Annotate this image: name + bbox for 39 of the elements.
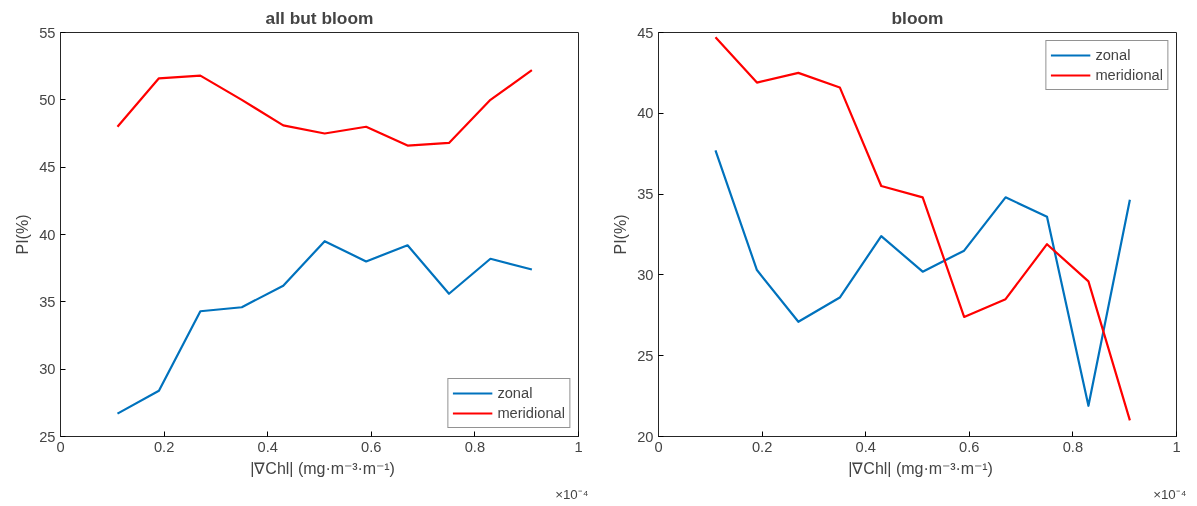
y-tick-label: 35 <box>637 186 654 203</box>
line-series <box>714 149 1131 407</box>
y-tick-label: 30 <box>39 361 56 378</box>
y-axis-title: PI(%) <box>612 214 630 255</box>
line-series <box>116 69 533 147</box>
x-tick-label: 0 <box>56 438 65 455</box>
x-tick-label: 0.4 <box>257 438 278 455</box>
y-tick-label: 40 <box>39 226 56 243</box>
y-tick-label: 40 <box>637 105 654 122</box>
chart-title: all but bloom <box>265 7 374 28</box>
y-tick-label: 30 <box>637 266 654 283</box>
y-tick-label: 25 <box>39 428 56 445</box>
y-tick-label: 50 <box>39 91 56 108</box>
legend-label: meridional <box>497 405 565 421</box>
y-tick-label: 35 <box>39 293 56 310</box>
x-axis-title: |∇Chl| (mg·m⁻³·m⁻¹) <box>848 459 993 477</box>
y-tick-label: 45 <box>637 24 654 41</box>
legend-label: meridional <box>1095 67 1163 83</box>
x-tick-label: 0.8 <box>464 438 486 455</box>
x-tick-label: 0.2 <box>751 438 773 455</box>
x-axis-title: |∇Chl| (mg·m⁻³·m⁻¹) <box>250 459 395 477</box>
text: ×10⁻⁴ <box>1153 486 1187 502</box>
y-tick-label: 25 <box>637 347 654 364</box>
legend-label: zonal <box>497 385 533 401</box>
y-tick-label: 45 <box>39 159 56 176</box>
legend-label: zonal <box>1095 47 1131 63</box>
x-tick-label: 0.6 <box>361 438 382 455</box>
x-tick-label: 0.4 <box>855 438 876 455</box>
x-tick-label: 1 <box>574 438 583 455</box>
y-tick-label: 20 <box>637 428 654 445</box>
text: ×10⁻⁴ <box>555 486 589 502</box>
x-tick-label: 0.8 <box>1062 438 1084 455</box>
y-tick-label: 55 <box>39 24 56 41</box>
x-tick-label: 0.6 <box>959 438 980 455</box>
x-tick-label: 1 <box>1172 438 1181 455</box>
chart-title: bloom <box>891 7 944 28</box>
x-tick-label: 0 <box>654 438 663 455</box>
x-tick-label: 0.2 <box>153 438 175 455</box>
y-axis-title: PI(%) <box>14 214 32 255</box>
